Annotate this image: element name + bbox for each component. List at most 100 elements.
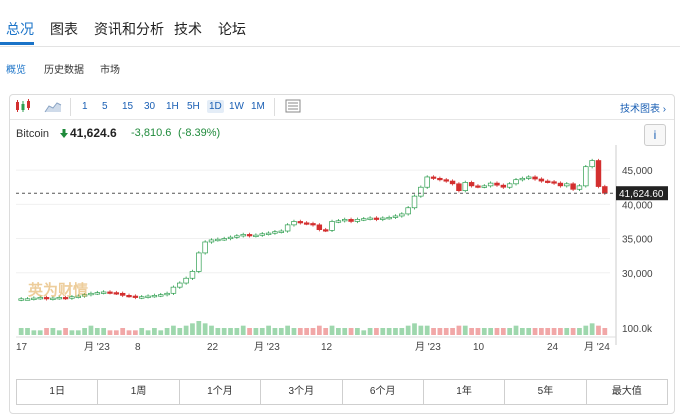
volume-bar — [526, 328, 532, 335]
candle-body — [132, 295, 139, 298]
x-tick-label: 月 '23 — [84, 341, 110, 353]
candle-body — [595, 160, 602, 187]
volume-bar — [291, 328, 297, 335]
period-5h[interactable]: 5H — [187, 101, 200, 112]
candle-body — [424, 176, 430, 188]
volume-axis-label: 100.0k — [622, 324, 653, 335]
volume-bar — [50, 328, 56, 335]
candle-body — [341, 219, 348, 222]
candle-body — [170, 286, 177, 294]
range-1w[interactable]: 1周 — [98, 380, 180, 404]
subtab-history[interactable]: 历史数据 — [44, 65, 84, 76]
candle-body — [500, 184, 507, 188]
range-6m[interactable]: 6个月 — [343, 380, 424, 404]
volume-bar — [44, 328, 49, 335]
period-15[interactable]: 15 — [122, 101, 134, 112]
volume-bar — [316, 325, 322, 335]
candle-body — [158, 294, 164, 297]
volume-bar — [361, 330, 367, 335]
period-1h[interactable]: 1H — [166, 101, 179, 112]
volume-bar — [234, 328, 240, 335]
volume-bar — [107, 330, 113, 335]
period-1w[interactable]: 1W — [229, 101, 244, 112]
volume-bar — [602, 328, 608, 335]
volume-bar — [272, 328, 278, 335]
candle-body — [481, 185, 488, 188]
active-tab-underline — [0, 42, 34, 45]
period-1[interactable]: 1 — [82, 101, 88, 112]
volume-bar — [323, 328, 329, 335]
candle-body — [335, 220, 342, 223]
volume-bar — [145, 330, 151, 335]
volume-bar — [171, 325, 176, 335]
candle-body — [545, 180, 551, 183]
tab-news-analysis[interactable]: 资讯和分析 — [94, 21, 164, 37]
tab-overview[interactable]: 总况 — [6, 21, 34, 37]
volume-bar — [539, 328, 544, 335]
candle-body — [557, 182, 564, 187]
candle-body — [88, 292, 94, 296]
range-1d[interactable]: 1日 — [17, 380, 99, 404]
tab-technical[interactable]: 技术 — [174, 21, 202, 37]
volume-bar — [367, 328, 373, 335]
volume-bar — [152, 328, 157, 335]
y-tick-label: 40,000 — [622, 200, 653, 211]
candle-body — [189, 271, 196, 279]
range-max[interactable]: 最大值 — [611, 386, 642, 397]
volume-bar — [412, 323, 417, 335]
candle-body — [227, 236, 234, 240]
volume-bar — [386, 328, 392, 335]
range-1y[interactable]: 1年 — [424, 380, 506, 404]
settings-panel-icon[interactable] — [284, 98, 302, 114]
price-chart[interactable]: 45,000 40,000 35,000 30,000 100.0k 41,624.60 英… — [10, 95, 674, 413]
volume-bar — [558, 328, 563, 335]
x-tick-label: 12 — [321, 342, 333, 353]
tech-chart-link[interactable]: 技术图表 › — [620, 100, 666, 115]
candle-body — [373, 217, 380, 220]
range-5y[interactable]: 5年 — [505, 380, 587, 404]
candle-body — [316, 224, 323, 231]
volume-bar — [221, 328, 227, 335]
candle-body — [322, 229, 329, 232]
range-3m[interactable]: 3个月 — [261, 380, 343, 404]
area-chart-icon[interactable] — [44, 98, 62, 114]
info-button[interactable]: i — [644, 124, 666, 146]
candle-body — [456, 183, 462, 191]
candle-body — [278, 230, 285, 233]
candle-body — [513, 179, 519, 185]
volume-bar — [399, 328, 405, 335]
candle-body — [564, 183, 570, 187]
tab-forum[interactable]: 论坛 — [218, 21, 246, 37]
period-30[interactable]: 30 — [144, 101, 156, 112]
tab-chart[interactable]: 图表 — [50, 21, 78, 37]
volume-bar — [380, 328, 386, 335]
candle-body — [462, 182, 468, 191]
x-tick-label: 月 '24 — [584, 341, 610, 353]
price-change: -3,810.6 — [131, 127, 172, 139]
period-5[interactable]: 5 — [102, 101, 108, 112]
volume-bar — [25, 328, 30, 335]
volume-bar — [177, 328, 183, 335]
volume-bar — [329, 325, 335, 335]
candlestick-icon[interactable] — [14, 98, 32, 114]
candle-body — [303, 222, 310, 225]
period-1m[interactable]: 1M — [251, 101, 265, 112]
volume-bar — [202, 323, 208, 335]
candle-body — [196, 252, 202, 272]
top-tab-bar: 总况 图表 资讯和分析 技术 论坛 — [0, 0, 680, 47]
period-1d[interactable]: 1D — [207, 100, 224, 113]
volume-bar — [259, 328, 265, 335]
volume-bar — [443, 328, 449, 335]
subtab-markets[interactable]: 市场 — [100, 65, 120, 76]
x-tick-label: 月 '23 — [415, 341, 441, 353]
candle-body — [310, 223, 316, 226]
candle-body — [221, 238, 227, 241]
subtab-overview[interactable]: 概览 — [6, 65, 26, 76]
range-1m[interactable]: 1个月 — [180, 380, 262, 404]
candle-body — [253, 234, 259, 237]
asset-name: Bitcoin — [16, 128, 50, 140]
volume-bar — [500, 328, 506, 335]
candle-body — [50, 297, 56, 300]
candle-body — [392, 215, 399, 218]
price-change-pct: (-8.39%) — [178, 127, 221, 139]
